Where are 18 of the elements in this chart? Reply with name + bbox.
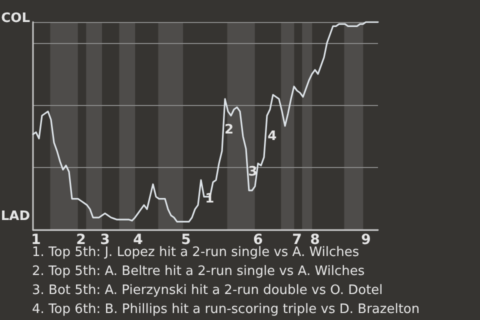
annotation: 3 [248, 164, 258, 180]
x-tick-label: 6 [253, 232, 263, 248]
text: LAD [0, 209, 30, 224]
text: 2. Top 5th: A. Beltre hit a 2-run single vs A. Wilches [32, 264, 365, 279]
x-tick-label: 8 [310, 232, 320, 248]
x-tick-label: 1 [31, 232, 41, 248]
text: COL [1, 11, 30, 26]
text: 3. Bot 5th: A. Pierzynski hit a 2-run double vs O. Dotel [32, 283, 383, 298]
annotation: 2 [224, 122, 234, 138]
text: 1. Top 5th: J. Lopez hit a 2-run single vs A. Wilches [32, 245, 360, 260]
x-tick-label: 2 [76, 232, 86, 248]
annotation: 4 [268, 128, 277, 144]
x-tick-label: 4 [133, 232, 144, 248]
x-tick-label: 3 [100, 232, 110, 248]
x-tick-label: 7 [292, 232, 302, 248]
x-tick-label: 5 [181, 232, 191, 248]
text: 4. Top 6th: B. Phillips hit a run-scoring triple vs D. Brazelton [32, 302, 420, 317]
x-tick-label: 9 [361, 232, 371, 248]
